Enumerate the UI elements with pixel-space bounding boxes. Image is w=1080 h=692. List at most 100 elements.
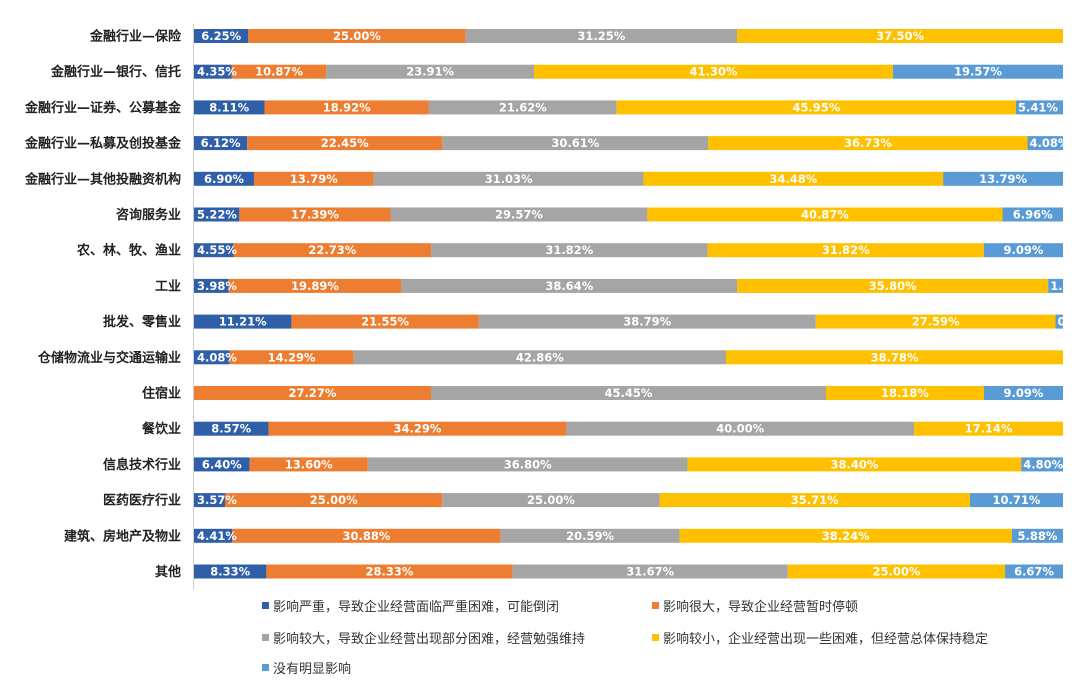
- bar-segment-small: [737, 278, 1049, 293]
- bar-segment-major: [249, 457, 368, 472]
- legend-swatch-none: [262, 664, 269, 671]
- bar-segment-none: [1015, 100, 1063, 115]
- data-label: 34.29%: [394, 422, 442, 436]
- bar-segment-small: [726, 350, 1063, 365]
- bar-segment-major: [248, 29, 466, 43]
- bar-segment-severe: [194, 278, 229, 293]
- legend-label-none: 没有明显影响: [273, 662, 352, 677]
- legend-label-small: 影响较小，企业经营出现一些困难，但经营总体保持稳定: [663, 632, 989, 647]
- data-label: 22.73%: [308, 243, 356, 257]
- legend-swatch-small: [652, 634, 659, 641]
- data-label: 30.88%: [343, 529, 391, 543]
- data-label: 3.57%: [197, 493, 237, 507]
- data-label: 17.39%: [291, 208, 339, 222]
- bar-segment-small: [659, 493, 970, 508]
- legend-label-severe: 影响严重，导致企业经营面临严重困难，可能倒闭: [273, 600, 560, 615]
- bar-segment-large: [367, 457, 688, 472]
- bar-segment-none: [1011, 528, 1063, 543]
- data-label: 6.90%: [204, 172, 244, 186]
- data-label: 38.64%: [545, 279, 593, 293]
- data-label: 38.78%: [871, 350, 919, 364]
- data-label: 20.59%: [566, 529, 614, 543]
- bar-segment-large: [326, 64, 535, 79]
- data-label: 38.24%: [822, 529, 870, 543]
- bar-segment-large: [428, 100, 617, 115]
- bar-segment-severe: [194, 350, 230, 365]
- data-label: 5.22%: [197, 208, 237, 222]
- legend-label-major: 影响很大，导致企业经营暂时停顿: [663, 600, 859, 615]
- legend-swatch-large: [262, 634, 269, 641]
- data-label: 30.61%: [551, 136, 599, 150]
- bar-segment-major: [266, 564, 513, 579]
- data-labels: 6.25% 25.00% 31.25% 37.50% 4.35% 10.87% 23.91%…: [197, 29, 1080, 579]
- data-label: 17.14%: [965, 422, 1013, 436]
- bar-segment-small: [815, 314, 1056, 329]
- bar-segment-major: [268, 421, 567, 436]
- data-label: 6.25%: [201, 29, 241, 43]
- data-label: 13.60%: [285, 457, 333, 471]
- bar-segment-none: [984, 386, 1063, 400]
- bar-segment-small: [787, 564, 1006, 579]
- data-label: 4.35%: [197, 65, 237, 79]
- category-label: 咨询服务业: [116, 207, 181, 223]
- bar-segment-large: [478, 314, 816, 329]
- bar-segment-large: [512, 564, 788, 579]
- category-label: 建筑、房地产及物业: [64, 528, 181, 544]
- data-label: 4.08%: [197, 350, 237, 364]
- bar-segment-severe: [194, 314, 292, 329]
- bar-segment-none: [1002, 207, 1063, 222]
- category-label: 金融行业—证券、公募基金: [24, 100, 182, 116]
- data-label: 27.27%: [289, 386, 337, 400]
- data-label: 31.67%: [626, 565, 674, 579]
- data-label: 22.45%: [321, 136, 369, 150]
- bar-segment-large: [353, 350, 727, 365]
- category-label: 金融行业—银行、信托: [50, 64, 181, 80]
- bar-segment-none: [892, 64, 1063, 79]
- data-label: 25.00%: [310, 493, 358, 507]
- bar-segment-large: [390, 207, 648, 222]
- legend-swatch-major: [652, 602, 659, 609]
- bar-segment-small: [737, 29, 1064, 43]
- bar-segment-severe: [194, 64, 232, 79]
- category-label: 金融行业—保险: [89, 29, 182, 45]
- data-label: 21.55%: [361, 315, 409, 329]
- legend-item-none: 没有明显影响: [262, 658, 351, 677]
- data-label: 3.98%: [197, 279, 237, 293]
- bar-segment-small: [534, 64, 893, 79]
- bar-segment-severe: [194, 243, 234, 258]
- data-label: 41.30%: [690, 65, 738, 79]
- data-label: 31.03%: [485, 172, 533, 186]
- bar-segment-large: [431, 386, 826, 400]
- bar-segment-major: [253, 171, 374, 186]
- legend-item-large: 影响较大，导致企业经营出现部分困难，经营勉强维持: [262, 628, 585, 647]
- bar-segment-large: [373, 171, 644, 186]
- bar-segment-none: [1005, 564, 1063, 579]
- data-label: 28.33%: [366, 565, 414, 579]
- category-label: 金融行业—其他投融资机构: [24, 171, 181, 187]
- bar-segment-large: [442, 493, 660, 508]
- data-label: 25.00%: [872, 565, 920, 579]
- bar-segment-small: [616, 100, 1016, 115]
- category-label: 住宿业: [142, 386, 181, 402]
- data-label: 40.00%: [716, 422, 764, 436]
- bar-segment-large: [465, 29, 738, 43]
- bar-segment-severe: [194, 457, 250, 472]
- bar-segment-large: [566, 421, 915, 436]
- bar-segment-major: [225, 493, 443, 508]
- bar-segment-large: [442, 136, 709, 151]
- data-label: 8.11%: [209, 100, 249, 114]
- data-label: 45.95%: [792, 100, 840, 114]
- data-label: 42.86%: [516, 350, 564, 364]
- bar-segment-severe: [194, 136, 248, 151]
- data-label: 4.41%: [197, 529, 237, 543]
- bar-segment-small: [914, 421, 1063, 436]
- bar-segment-large: [401, 278, 738, 293]
- data-label: 8.33%: [210, 565, 250, 579]
- bar-segment-small: [687, 457, 1022, 472]
- legend-item-small: 影响较小，企业经营出现一些困难，但经营总体保持稳定: [652, 628, 988, 647]
- bar-segment-major: [247, 136, 443, 151]
- data-label: 9.09%: [1004, 243, 1044, 257]
- data-label: 35.71%: [791, 493, 839, 507]
- bar-segment-major: [291, 314, 479, 329]
